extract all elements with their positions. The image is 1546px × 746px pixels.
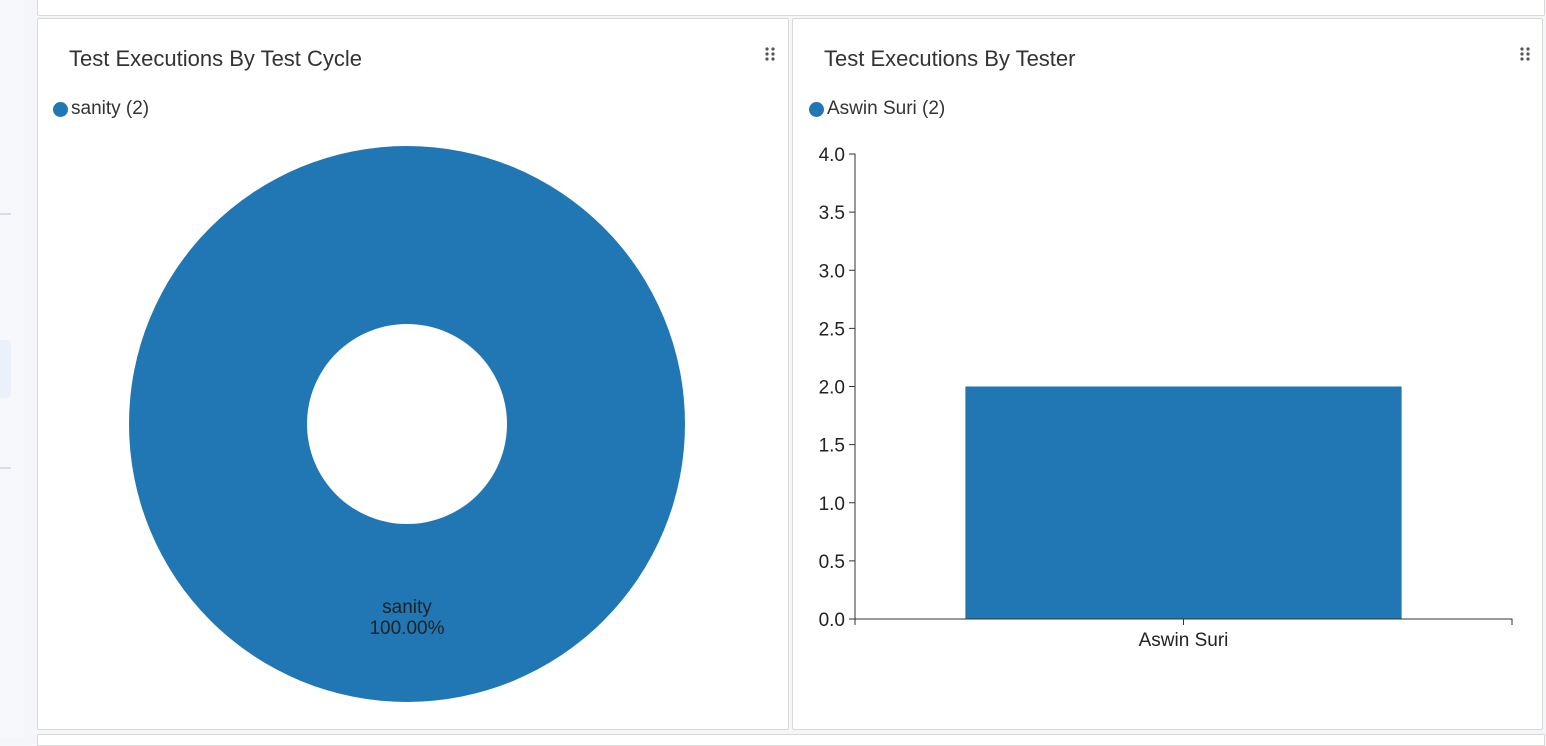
legend-swatch (809, 101, 824, 117)
previous-widget-panel (37, 0, 1545, 16)
y-tick-label: 3.5 (819, 203, 845, 224)
x-tick-label: Aswin Suri (1139, 630, 1229, 651)
y-tick-label: 2.0 (819, 378, 845, 399)
drag-handle-icon[interactable] (764, 46, 776, 62)
legend-label: Aswin Suri (2) (827, 98, 946, 119)
y-tick-label: 1.5 (819, 436, 845, 457)
next-widget-panel (37, 734, 1545, 746)
sidebar-divider (0, 213, 11, 215)
sidebar-active-item[interactable] (0, 340, 11, 398)
slice-label: sanity (382, 597, 432, 618)
chart-legend[interactable]: Aswin Suri (2) (809, 98, 945, 120)
widget-title: Test Executions By Test Cycle (69, 46, 363, 71)
y-tick-label: 4.0 (819, 145, 845, 166)
y-tick-label: 1.0 (819, 494, 845, 515)
y-tick-label: 2.5 (819, 319, 845, 340)
slice-percent-label: 100.00% (369, 618, 444, 639)
bar-chart: 0.0 0.5 1.0 1.5 2.0 2.5 3.0 3.5 4.0 Aswin Suri (819, 145, 1513, 651)
widget-title: Test Executions By Tester (824, 46, 1076, 71)
y-tick-label: 0.5 (819, 552, 845, 573)
bar (965, 386, 1402, 619)
y-tick-label: 3.0 (819, 261, 845, 282)
widget-test-cycle: Test Executions By Test Cycle sanity (2)… (37, 18, 789, 730)
chart-legend[interactable]: sanity (2) (53, 98, 149, 120)
legend-label: sanity (2) (71, 98, 150, 119)
sidebar-divider (0, 467, 11, 469)
legend-swatch (53, 101, 68, 117)
y-tick-label: 0.0 (819, 610, 845, 631)
drag-handle-icon[interactable] (1519, 46, 1531, 62)
donut-slice (129, 146, 685, 702)
widget-tester: Test Executions By Tester Aswin Suri (2)… (792, 18, 1543, 730)
donut-chart: sanity 100.00% (129, 146, 685, 702)
